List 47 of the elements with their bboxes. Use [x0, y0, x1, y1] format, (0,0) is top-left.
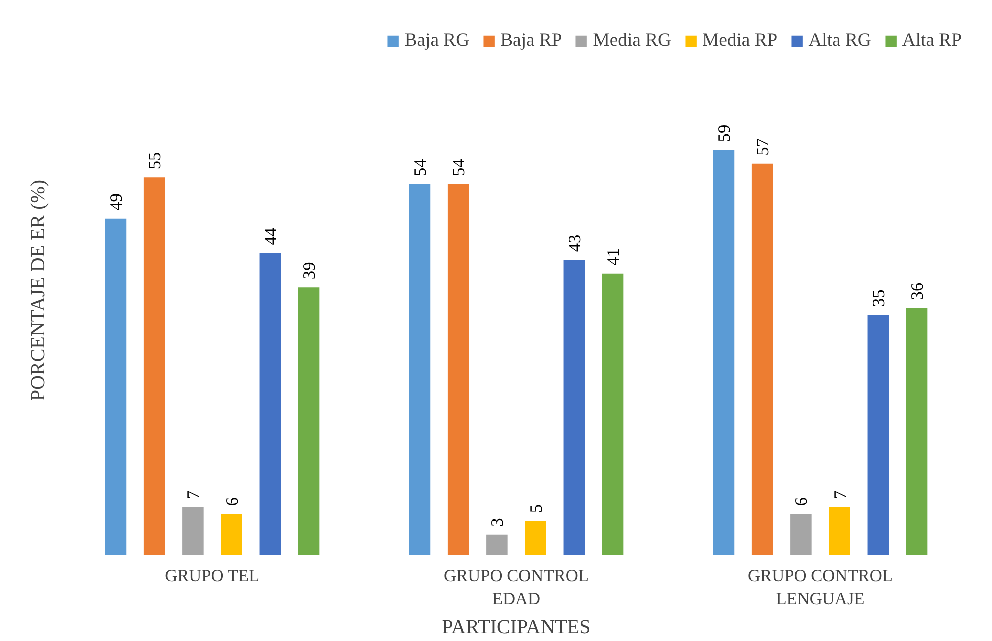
- bar: [409, 184, 431, 556]
- bar: [221, 514, 242, 556]
- data-label: 57: [754, 138, 773, 156]
- data-label: 7: [184, 490, 204, 500]
- legend-label: Baja RP: [500, 30, 562, 52]
- bar: [752, 164, 774, 556]
- data-label: 59: [714, 124, 734, 142]
- data-label: 3: [488, 518, 508, 527]
- bar: [298, 288, 320, 556]
- data-label: 6: [792, 497, 812, 506]
- x-tick-label: GRUPO CONTROL EDAD: [444, 566, 589, 608]
- bar: [486, 534, 508, 556]
- bar: [868, 315, 890, 556]
- legend-label: Alta RP: [902, 30, 962, 52]
- bar: [448, 184, 470, 556]
- legend-label: Baja RG: [404, 30, 470, 52]
- bar: [602, 274, 624, 556]
- data-label: 36: [908, 282, 928, 300]
- bar: [564, 260, 586, 556]
- x-tick-label: GRUPO TEL: [165, 566, 260, 586]
- data-label: 54: [450, 158, 469, 177]
- y-axis-title: PORCENTAJE DE ER (%): [28, 180, 50, 402]
- data-label: 41: [604, 248, 624, 266]
- x-axis-title: PARTICIPANTES: [442, 616, 591, 638]
- data-label: 55: [146, 152, 165, 170]
- data-label: 7: [830, 490, 850, 500]
- bar: [713, 150, 735, 556]
- bar: [829, 507, 850, 556]
- x-tick-label: GRUPO CONTROL LENGUAJE: [748, 566, 893, 608]
- bar: [182, 507, 204, 556]
- data-label: 5: [526, 504, 546, 514]
- data-label: 35: [869, 290, 888, 308]
- data-label: 6: [222, 497, 242, 506]
- legend-label: Alta RG: [808, 30, 872, 52]
- legend-label: Media RG: [593, 30, 672, 52]
- legend-label: Media RP: [702, 30, 778, 52]
- data-label: 44: [261, 228, 280, 246]
- bar: [525, 521, 546, 556]
- data-label: 39: [300, 262, 320, 280]
- bar: [105, 218, 127, 556]
- data-label: 43: [565, 234, 584, 252]
- data-label: 49: [106, 194, 126, 211]
- bar: [144, 178, 166, 556]
- bar: [790, 514, 812, 556]
- bar: [260, 253, 282, 556]
- bar: [906, 308, 928, 556]
- data-label: 54: [410, 158, 430, 177]
